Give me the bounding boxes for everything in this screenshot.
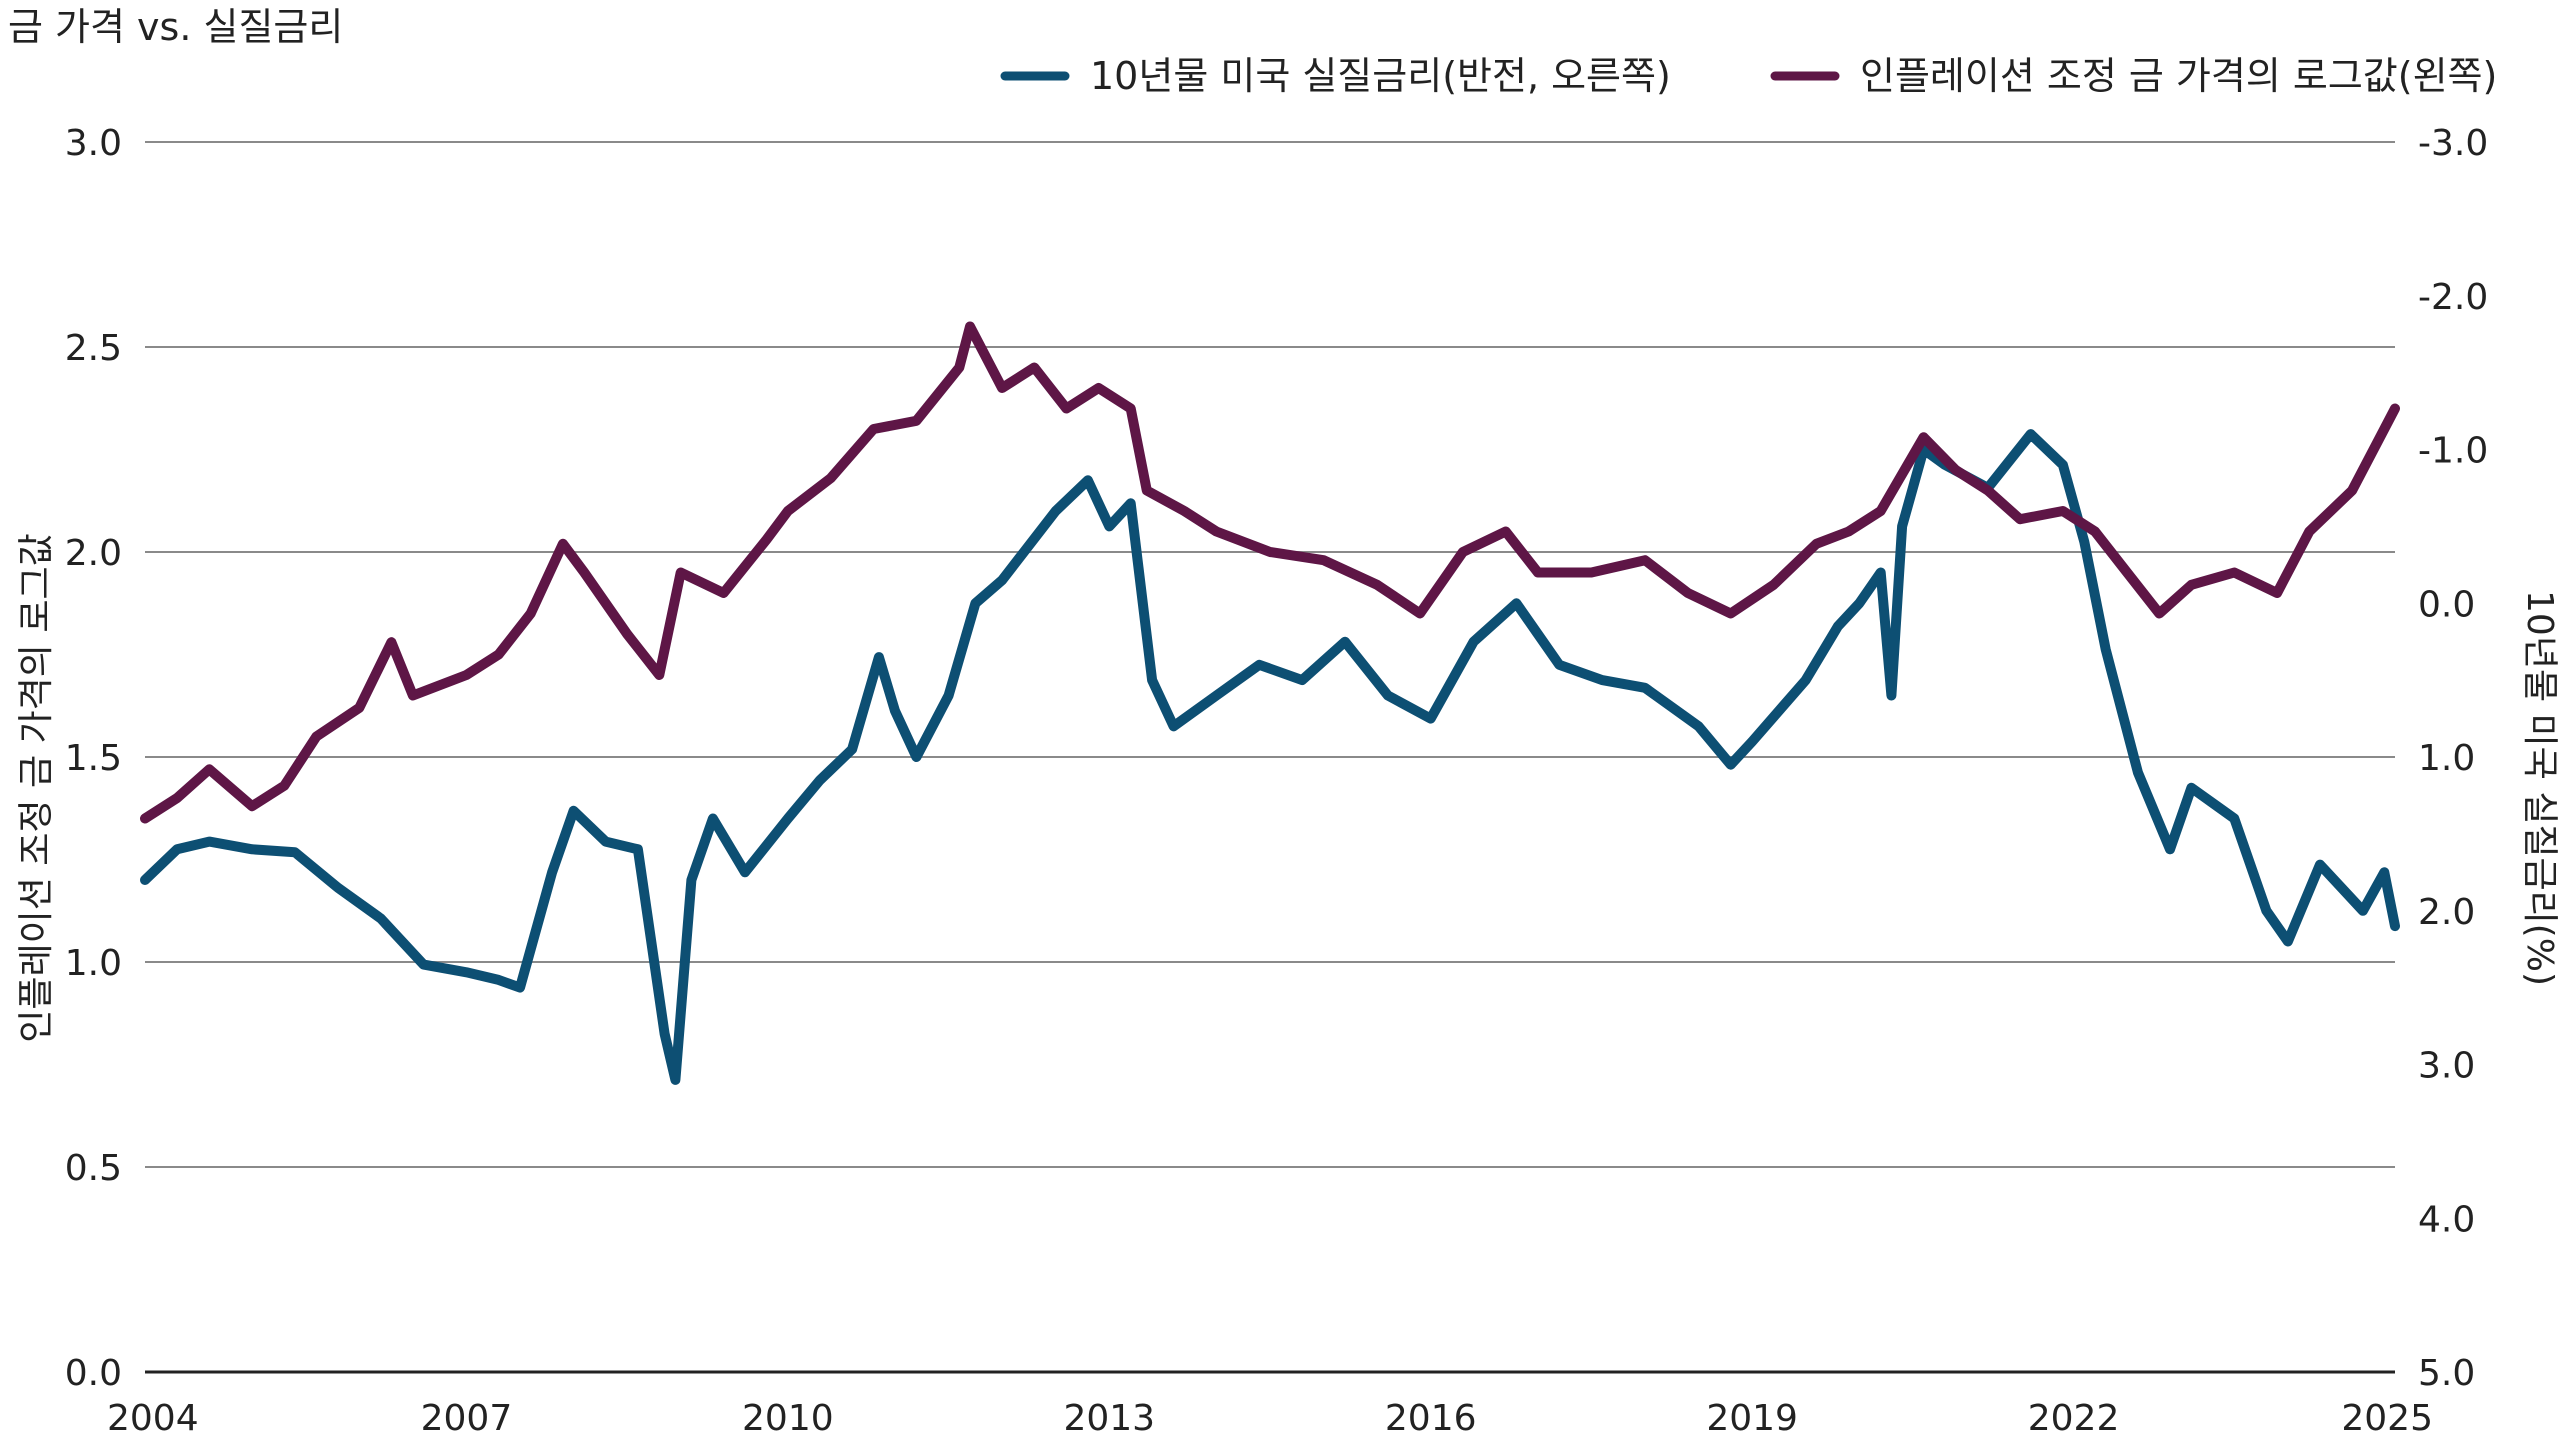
left-tick-label: 2.5 — [65, 328, 122, 369]
right-tick-label: 3.0 — [2418, 1046, 2475, 1087]
x-tick-label: 2013 — [1063, 1398, 1155, 1439]
x-tick-label: 2010 — [742, 1398, 834, 1439]
x-tick-label: 2007 — [421, 1398, 513, 1439]
left-axis-title: 인플레이션 조정 금 가격의 로그값 — [16, 533, 57, 1042]
right-axis-title: 10년물 미국 실질금리(%) — [2519, 590, 2560, 986]
left-tick-label: 1.0 — [65, 943, 122, 984]
x-tick-label: 2004 — [107, 1398, 199, 1439]
x-axis-ticks: 2004 2007 2010 2013 2016 2019 2022 2025 — [107, 1398, 2433, 1439]
right-tick-label: 2.0 — [2418, 892, 2475, 933]
x-tick-label: 2025 — [2341, 1398, 2433, 1439]
right-axis-ticks: 5.0 4.0 3.0 2.0 1.0 0.0 -1.0 -2.0 -3.0 — [2418, 123, 2488, 1394]
right-tick-label: -2.0 — [2418, 277, 2488, 318]
legend-label-real-rate: 10년물 미국 실질금리(반전, 오른쪽) — [1090, 54, 1671, 98]
left-tick-label: 2.0 — [65, 533, 122, 574]
left-tick-label: 0.5 — [65, 1148, 122, 1189]
left-tick-label: 3.0 — [65, 123, 122, 164]
series-lines — [140, 321, 2400, 1085]
left-tick-label: 1.5 — [65, 738, 122, 779]
gridlines — [145, 141, 2395, 1374]
right-tick-label: -1.0 — [2418, 431, 2488, 472]
series-line-gold — [140, 321, 2400, 824]
left-tick-label: 0.0 — [65, 1353, 122, 1394]
x-tick-label: 2022 — [2028, 1398, 2120, 1439]
series-line-real-rate — [140, 429, 2400, 1085]
right-tick-label: 0.0 — [2418, 584, 2475, 625]
right-tick-label: 5.0 — [2418, 1353, 2475, 1394]
right-tick-label: -3.0 — [2418, 123, 2488, 164]
legend-label-gold: 인플레이션 조정 금 가격의 로그값(왼쪽) — [1860, 54, 2497, 98]
right-tick-label: 4.0 — [2418, 1199, 2475, 1240]
legend: 10년물 미국 실질금리(반전, 오른쪽) 인플레이션 조정 금 가격의 로그값… — [1000, 54, 2497, 98]
x-tick-label: 2019 — [1706, 1398, 1798, 1439]
chart-title: 금 가격 vs. 실질금리 — [8, 5, 343, 49]
left-axis-ticks: 0.0 0.5 1.0 1.5 2.0 2.5 3.0 — [65, 123, 122, 1394]
x-tick-label: 2016 — [1385, 1398, 1477, 1439]
right-tick-label: 1.0 — [2418, 738, 2475, 779]
